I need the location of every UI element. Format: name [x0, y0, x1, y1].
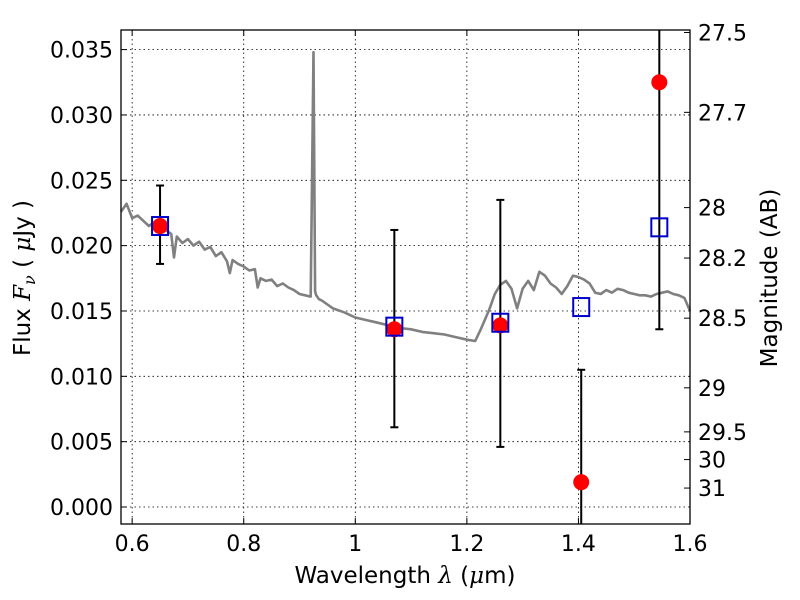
observed-point: [386, 321, 403, 338]
y-tick-label: 0.030: [50, 104, 113, 129]
model-band-square: [385, 316, 404, 337]
y2-tick-label: 30: [698, 449, 726, 474]
y-tick-label: 0.025: [50, 169, 113, 194]
y2-tick-label: 27.7: [698, 101, 747, 126]
observed-point: [573, 474, 590, 491]
y-axis-label: Flux Fν ( μJy ): [10, 200, 39, 356]
x-tick-label: 0.6: [115, 532, 150, 557]
x-tick-label: 1.2: [449, 532, 484, 557]
x-tick-label: 1: [348, 532, 362, 557]
x-tick-label: 1.6: [673, 532, 708, 557]
y-tick-label: 0.015: [50, 300, 113, 325]
y2-tick-label: 28: [698, 197, 726, 222]
y2-tick-label: 28.2: [698, 247, 747, 272]
y2-tick-label: 29.5: [698, 421, 747, 446]
grid: [121, 30, 691, 524]
y2-tick-label: 29: [698, 377, 726, 402]
data-points-layer: [151, 74, 669, 491]
model-band-square: [650, 217, 669, 238]
observed-point: [651, 74, 668, 91]
y-tick-label: 0.005: [50, 431, 113, 456]
y2-tick-label: 27.5: [698, 21, 747, 46]
observed-point: [152, 218, 169, 235]
observed-point: [492, 317, 509, 334]
model-band-square: [151, 216, 170, 237]
y-tick-label: 0.000: [50, 496, 113, 521]
y-tick-label: 0.035: [50, 39, 113, 64]
axis-ticks: [121, 30, 691, 524]
model-band-square: [572, 297, 591, 318]
y-tick-label: 0.010: [50, 365, 113, 390]
x-tick-label: 0.8: [226, 532, 261, 557]
x-axis-label: Wavelength λ (μm): [295, 563, 516, 589]
plot-frame: [120, 29, 691, 525]
error-bars-layer: [156, 30, 664, 524]
tick-labels: 0.6 0.8 1 1.2 1.4 1.6 0.000 0.005 0.010 0.015 0.02…: [50, 21, 747, 557]
model-band-square: [491, 312, 510, 333]
y2-tick-label: 31: [698, 477, 726, 502]
y-tick-label: 0.020: [50, 235, 113, 260]
y2-axis-label: Magnitude (AB): [757, 189, 783, 368]
x-tick-label: 1.4: [561, 532, 596, 557]
model-spectrum-layer: [119, 50, 692, 343]
model-spectrum-line: [119, 50, 692, 343]
y2-tick-label: 28.5: [698, 307, 747, 332]
